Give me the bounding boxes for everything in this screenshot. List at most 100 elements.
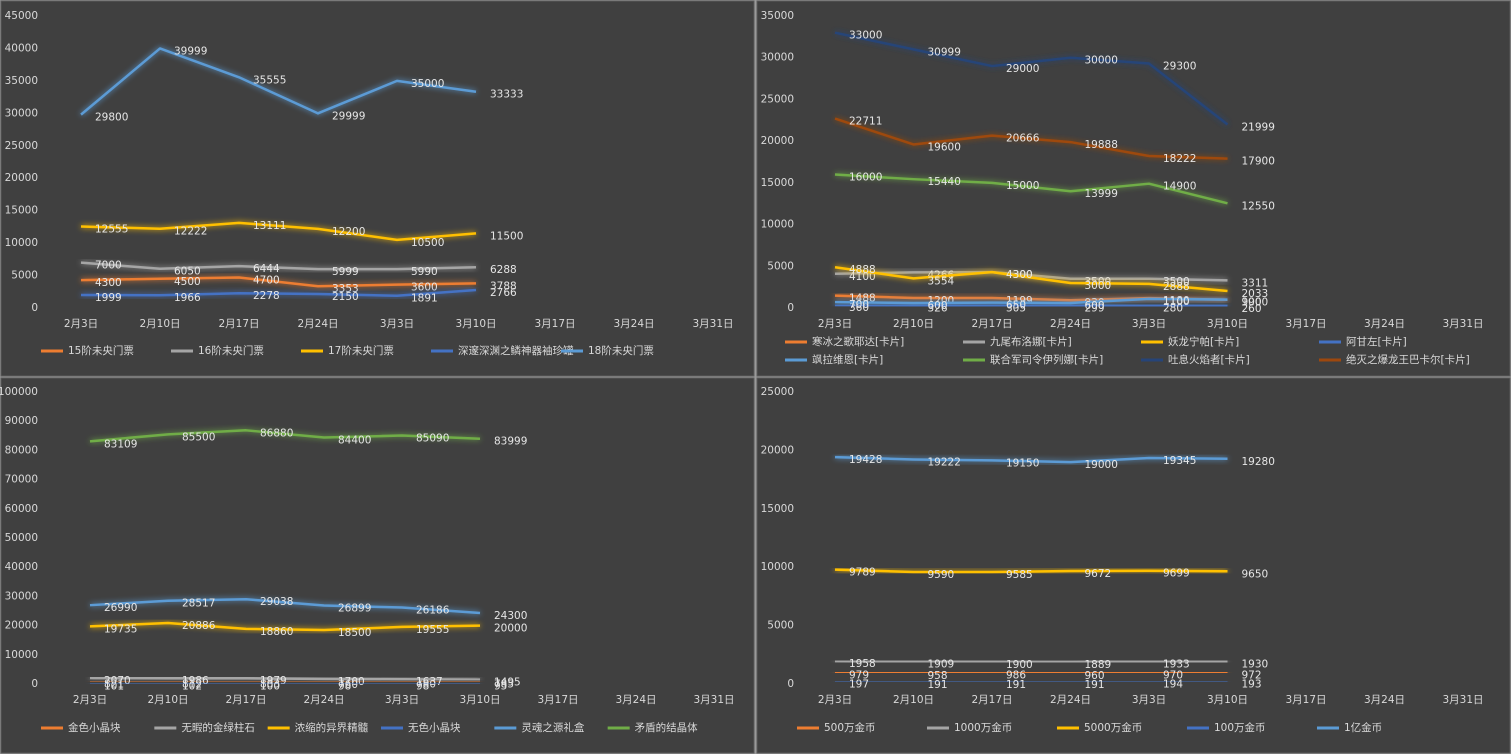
y-tick-label: 35000 [761, 10, 794, 22]
legend-label: 5000万金币 [1084, 721, 1142, 734]
x-tick-label: 3月24日 [1364, 318, 1405, 330]
data-label: 12222 [174, 226, 207, 238]
legend-label: 1000万金币 [954, 721, 1012, 734]
x-tick-label: 3月17日 [537, 694, 578, 706]
data-label: 35000 [411, 78, 444, 90]
series-line [80, 261, 477, 271]
series-line [834, 270, 1228, 282]
data-label: 19000 [1085, 459, 1118, 471]
series-line [80, 47, 477, 116]
legend-label: 18阶未央门票 [588, 344, 654, 357]
data-label: 86880 [260, 427, 293, 439]
series-line [834, 568, 1228, 574]
data-label: 700 [849, 299, 869, 311]
data-label: 3311 [1242, 277, 1269, 289]
data-label: 9789 [849, 567, 876, 579]
data-label: 30000 [1085, 55, 1118, 67]
data-label: 19280 [1242, 456, 1275, 468]
data-label: 6288 [490, 264, 517, 276]
data-label: 4300 [1006, 269, 1033, 281]
panel-background [0, 377, 755, 754]
data-label: 4500 [174, 276, 201, 288]
data-label: 4888 [849, 264, 876, 276]
data-label: 6050 [174, 266, 201, 278]
data-label: 19735 [104, 623, 137, 635]
data-label: 19600 [928, 141, 961, 153]
y-tick-label: 15000 [761, 177, 794, 189]
data-label: 1966 [174, 292, 201, 304]
data-label: 19150 [1006, 457, 1039, 469]
data-label: 102 [182, 681, 202, 693]
data-label: 18222 [1163, 153, 1196, 165]
series-line [834, 117, 1228, 160]
x-tick-label: 2月17日 [218, 318, 259, 330]
data-label: 13111 [253, 220, 286, 232]
series-line [89, 429, 481, 443]
legend-label: 九尾布洛娜[卡片] [990, 335, 1072, 348]
data-label: 10500 [411, 237, 444, 249]
data-label: 305 [1006, 302, 1026, 314]
data-label: 1889 [1085, 659, 1112, 671]
series-line [80, 288, 477, 297]
data-label: 100 [260, 681, 280, 693]
x-tick-label: 3月3日 [385, 694, 419, 706]
x-tick-label: 3月10日 [455, 318, 496, 330]
data-label: 260 [1242, 303, 1262, 315]
y-tick-label: 20000 [761, 444, 794, 456]
data-label: 29999 [332, 110, 365, 122]
data-label: 191 [1085, 679, 1105, 691]
series-line [834, 659, 1228, 664]
data-label: 39999 [174, 45, 207, 57]
data-label: 986 [1006, 669, 1026, 681]
y-tick-label: 10000 [761, 561, 794, 573]
x-tick-label: 2月24日 [303, 694, 344, 706]
data-label: 3600 [411, 282, 438, 294]
data-label: 1999 [95, 292, 122, 304]
legend-label: 阿甘左[卡片] [1346, 335, 1407, 348]
data-label: 11500 [490, 230, 523, 242]
data-label: 1930 [1242, 658, 1269, 670]
data-label: 3353 [332, 283, 359, 295]
data-label: 4700 [253, 275, 280, 287]
legend-label: 灵魂之源礼盒 [521, 721, 584, 734]
data-label: 958 [928, 670, 948, 682]
x-tick-label: 3月17日 [1285, 318, 1326, 330]
y-tick-label: 10000 [5, 237, 38, 249]
series-line [89, 597, 481, 615]
x-tick-label: 2月10日 [893, 318, 934, 330]
data-label: 979 [849, 670, 869, 682]
chart-panel: 0 10000 20000 30000 40000 50000 60000 70000 8000… [0, 377, 755, 754]
y-tick-label: 10000 [761, 219, 794, 231]
x-tick-label: 2月10日 [147, 694, 188, 706]
x-tick-label: 3月31日 [1442, 694, 1483, 706]
legend-label: 吐息火焰者[卡片] [1168, 353, 1250, 366]
data-label: 5990 [411, 266, 438, 278]
data-label: 194 [1163, 679, 1183, 691]
series-line [834, 173, 1228, 205]
data-label: 2033 [1242, 288, 1269, 300]
data-label: 990 [1242, 297, 1262, 309]
series-line [80, 276, 477, 288]
data-label: 650 [1006, 300, 1026, 312]
y-tick-label: 10000 [5, 649, 38, 661]
data-label: 960 [1085, 670, 1105, 682]
data-label: 191 [928, 679, 948, 691]
data-label: 14900 [1163, 181, 1196, 193]
x-tick-label: 3月17日 [534, 318, 575, 330]
panel-background [0, 0, 755, 377]
data-label: 785 [494, 679, 514, 691]
data-label: 12555 [95, 224, 128, 236]
y-tick-label: 35000 [5, 75, 38, 87]
x-tick-label: 2月3日 [64, 318, 98, 330]
y-tick-label: 25000 [761, 93, 794, 105]
data-label: 1495 [494, 677, 521, 689]
x-tick-label: 3月3日 [380, 318, 414, 330]
data-label: 29800 [95, 112, 128, 124]
y-tick-label: 5000 [11, 270, 38, 282]
data-label: 19428 [849, 454, 882, 466]
legend-label: 矛盾的结晶体 [635, 721, 698, 734]
y-tick-label: 45000 [5, 10, 38, 22]
y-tick-label: 50000 [5, 532, 38, 544]
x-tick-label: 2月17日 [225, 694, 266, 706]
